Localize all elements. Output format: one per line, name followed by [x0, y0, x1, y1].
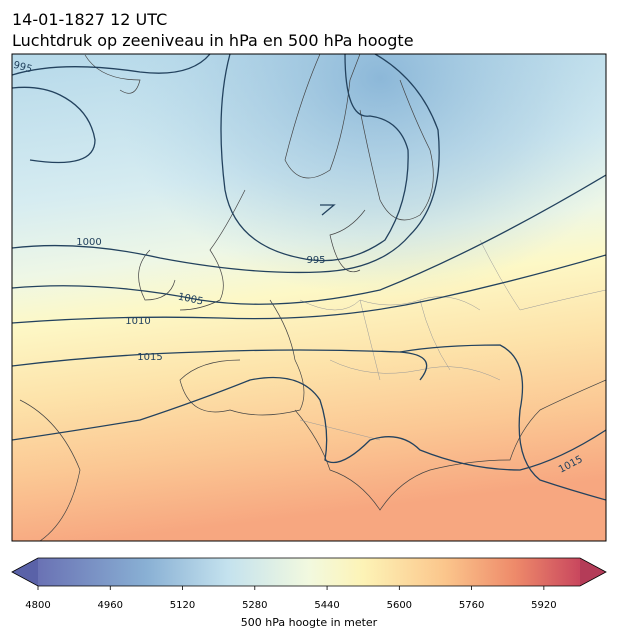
isobar: [220, 54, 409, 262]
contour-label: 1000: [76, 237, 101, 248]
colorbar-tick-label: 5600: [387, 600, 412, 611]
height-low: [12, 54, 606, 541]
isobar: [12, 54, 211, 76]
contour-label: 1010: [125, 316, 150, 327]
colorbar: 500 hPa hoogte in meter 4800 4960 5120 5280…: [11, 557, 607, 629]
contour-label: 1015: [137, 352, 162, 363]
colorbar-tick-label: 5760: [459, 600, 484, 611]
colorbar-tick-label: 5920: [531, 600, 556, 611]
isobar: [12, 174, 606, 305]
map: 995 1000 995 1005 1010 1015 1015: [12, 54, 606, 541]
border: [299, 239, 606, 441]
colorbar-tick-label: 5440: [314, 600, 339, 611]
isobar: [12, 349, 606, 471]
isobar: [399, 344, 606, 501]
colorbar-label: 500 hPa hoogte in meter: [241, 616, 378, 629]
colorbar-tick-label: 4800: [25, 600, 50, 611]
coastline: [19, 54, 606, 541]
contour-label: 1005: [177, 292, 204, 308]
colorbar-extend-low: [12, 558, 38, 586]
isobar: [320, 204, 336, 216]
colorbar-extend-high: [580, 558, 606, 586]
map-frame: [11, 53, 607, 542]
isobar: [12, 86, 96, 164]
contour-label: 995: [306, 255, 325, 266]
colorbar-body: [38, 558, 580, 586]
isobar: [12, 254, 606, 324]
colorbar-tick-label: 5120: [170, 600, 195, 611]
isobar: [12, 54, 440, 274]
colorbar-tick-label: 4960: [98, 600, 123, 611]
title: 14-01-1827 12 UTC: [12, 10, 167, 29]
subtitle: Luchtdruk op zeeniveau in hPa en 500 hPa…: [12, 31, 414, 50]
colorbar-tick-label: 5280: [242, 600, 267, 611]
contour-label: 995: [12, 60, 33, 76]
